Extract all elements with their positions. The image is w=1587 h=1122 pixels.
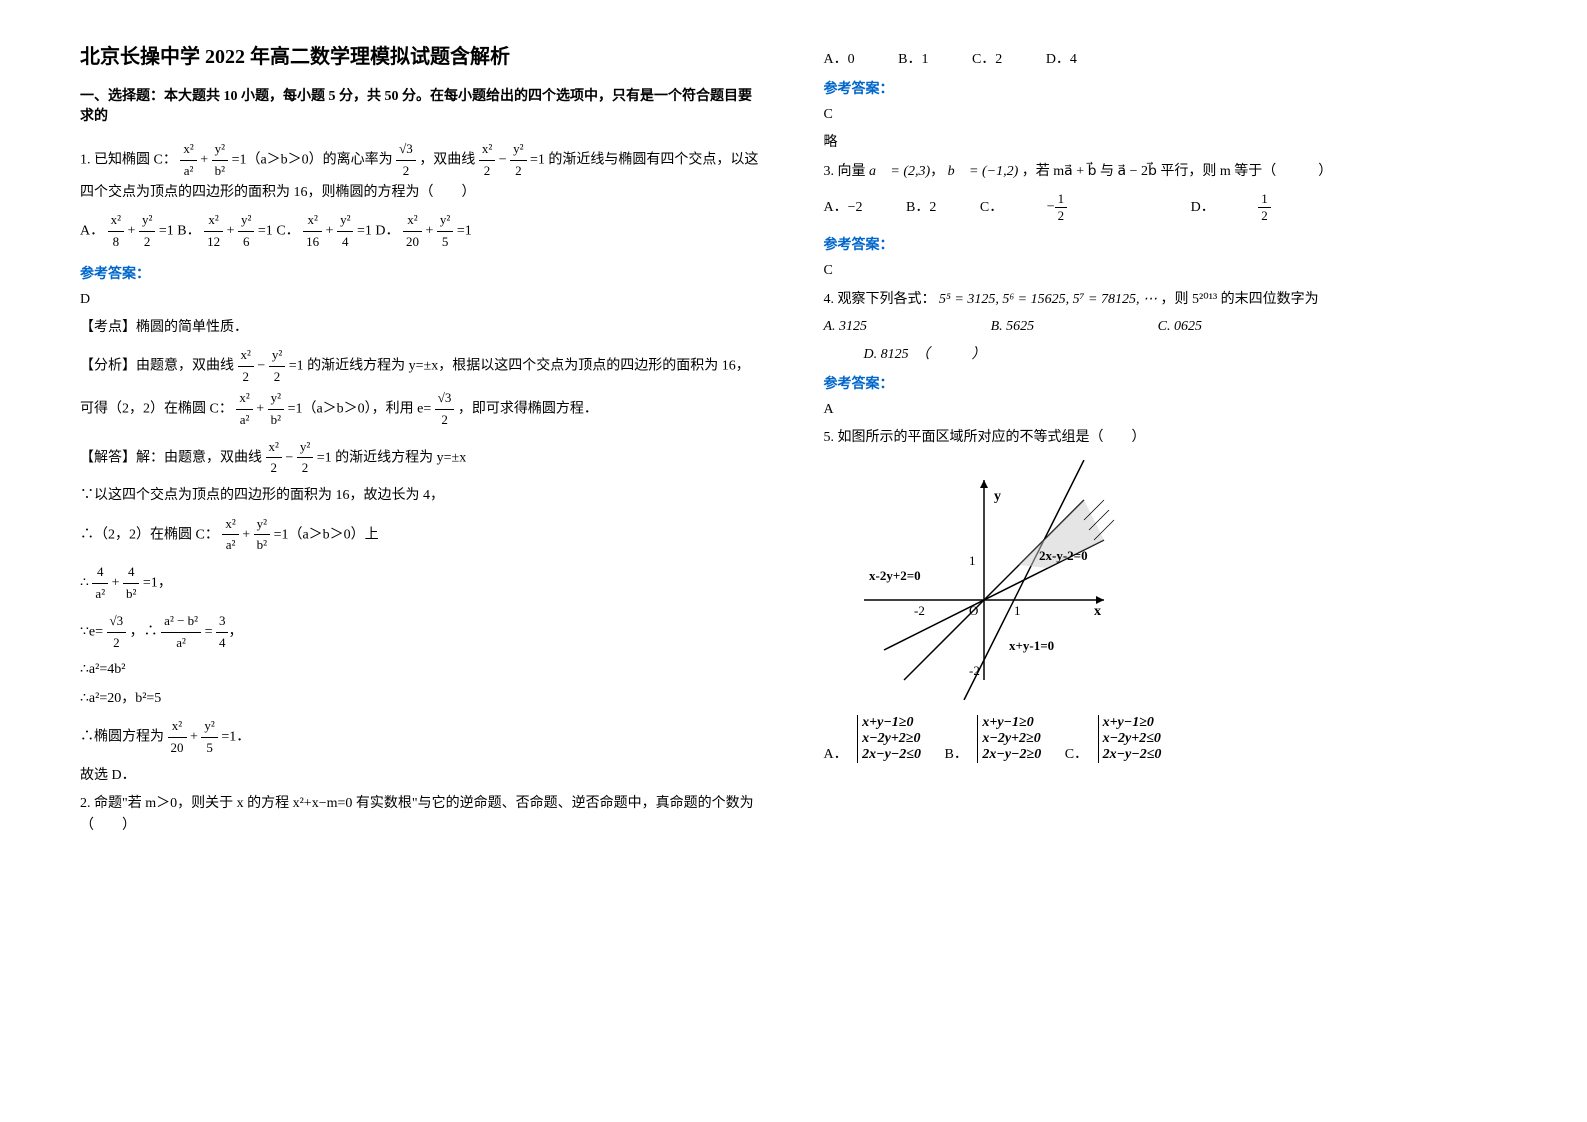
- q2-note: 略: [824, 132, 1508, 154]
- q1-answer: D: [80, 289, 764, 311]
- frac-sqrt3-2: √32: [396, 139, 416, 182]
- q5-option-c: x+y−1≥0 x−2y+2≤0 2x−y−2≤0: [1098, 715, 1162, 763]
- q4-options: A. 3125 B. 5625 C. 0625: [824, 319, 1508, 335]
- q3-options: A．−2 B．2 C． −12 D． 12: [824, 191, 1508, 224]
- y-axis-label: y: [994, 489, 1001, 504]
- q1-jieda-5: ∵e= √32 ，∴ a² − b²a² = 34，: [80, 611, 764, 654]
- q4-answer: A: [824, 399, 1508, 421]
- q1-fenxi: 【分析】由题意，双曲线 x²2 − y²2 =1 的渐近线方程为 y=±x，根据…: [80, 345, 764, 430]
- svg-text:1: 1: [969, 553, 976, 568]
- q1-jieda-7: ∴a²=20，b²=5: [80, 688, 764, 710]
- svg-text:1: 1: [1014, 603, 1021, 618]
- frac-y2-b2: y²b²: [212, 139, 228, 182]
- q4-answer-label: 参考答案：: [824, 373, 1508, 393]
- q5-stem: 5. 如图所示的平面区域所对应的不等式组是（ ）: [824, 427, 1508, 449]
- q2-answer-label: 参考答案：: [824, 78, 1508, 98]
- q1-stem: 1. 已知椭圆 C： x²a² + y²b² =1（a＞b＞0）的离心率为 √3…: [80, 139, 764, 204]
- q3-answer: C: [824, 260, 1508, 282]
- svg-text:-2: -2: [969, 663, 980, 678]
- right-column: A．0 B．1 C．2 D．4 参考答案： C 略 3. 向量 a⃗ = (2,…: [824, 40, 1508, 844]
- region-diagram-svg: y x O 1 1 -2 -2 x-2y+2=0 2x-y-2=0 x+y-1=…: [824, 460, 1144, 700]
- q1-jieda-8: ∴椭圆方程为 x²20 + y²5 =1．: [80, 716, 764, 759]
- q5-options: A． x+y−1≥0 x−2y+2≥0 2x−y−2≤0 B． x+y−1≥0 …: [824, 715, 1508, 763]
- line3-label: x+y-1=0: [1009, 638, 1054, 653]
- svg-text:-2: -2: [914, 603, 925, 618]
- q4-stem: 4. 观察下列各式： 5⁵ = 3125, 5⁶ = 15625, 5⁷ = 7…: [824, 289, 1508, 311]
- frac-x2-a2: x²a²: [180, 139, 196, 182]
- line2-label: 2x-y-2=0: [1039, 548, 1088, 563]
- q1-jieda-9: 故选 D．: [80, 765, 764, 787]
- line1-label: x-2y+2=0: [869, 568, 921, 583]
- q2-answer: C: [824, 104, 1508, 126]
- q1-jieda-4: ∴ 4a² + 4b² =1，: [80, 562, 764, 605]
- q5-option-a: x+y−1≥0 x−2y+2≥0 2x−y−2≤0: [857, 715, 921, 763]
- q1-kaodian: 【考点】椭圆的简单性质．: [80, 317, 764, 339]
- left-column: 北京长操中学 2022 年高二数学理模拟试题含解析 一、选择题：本大题共 10 …: [80, 40, 764, 844]
- q5-option-b: x+y−1≥0 x−2y+2≥0 2x−y−2≥0: [977, 715, 1041, 763]
- q2-options: A．0 B．1 C．2 D．4: [824, 48, 1508, 68]
- q5-diagram: y x O 1 1 -2 -2 x-2y+2=0 2x-y-2=0 x+y-1=…: [824, 460, 1508, 705]
- q1-jieda-2: ∵以这四个交点为顶点的四边形的面积为 16，故边长为 4，: [80, 485, 764, 507]
- q3-stem: 3. 向量 a⃗ = (2,3)， b⃗ = (−1,2) ，若 ma⃗ + b…: [824, 161, 1508, 183]
- section-1-header: 一、选择题：本大题共 10 小题，每小题 5 分，共 50 分。在每小题给出的四…: [80, 85, 764, 125]
- q1-jieda-1: 【解答】解：由题意，双曲线 x²2 − y²2 =1 的渐近线方程为 y=±x: [80, 437, 764, 480]
- x-axis-label: x: [1094, 604, 1101, 619]
- q3-answer-label: 参考答案：: [824, 234, 1508, 254]
- document-title: 北京长操中学 2022 年高二数学理模拟试题含解析: [80, 40, 764, 69]
- q1-answer-label: 参考答案：: [80, 263, 764, 283]
- q1-jieda-6: ∴a²=4b²: [80, 659, 764, 681]
- origin-label: O: [969, 603, 978, 618]
- q1-options: A． x²8 + y²2 =1 B． x²12 + y²6 =1 C． x²16…: [80, 210, 764, 253]
- q2-stem: 2. 命题"若 m＞0，则关于 x 的方程 x²+x−m=0 有实数根"与它的逆…: [80, 793, 764, 838]
- q1-jieda-3: ∴（2，2）在椭圆 C： x²a² + y²b² =1（a＞b＞0）上: [80, 514, 764, 557]
